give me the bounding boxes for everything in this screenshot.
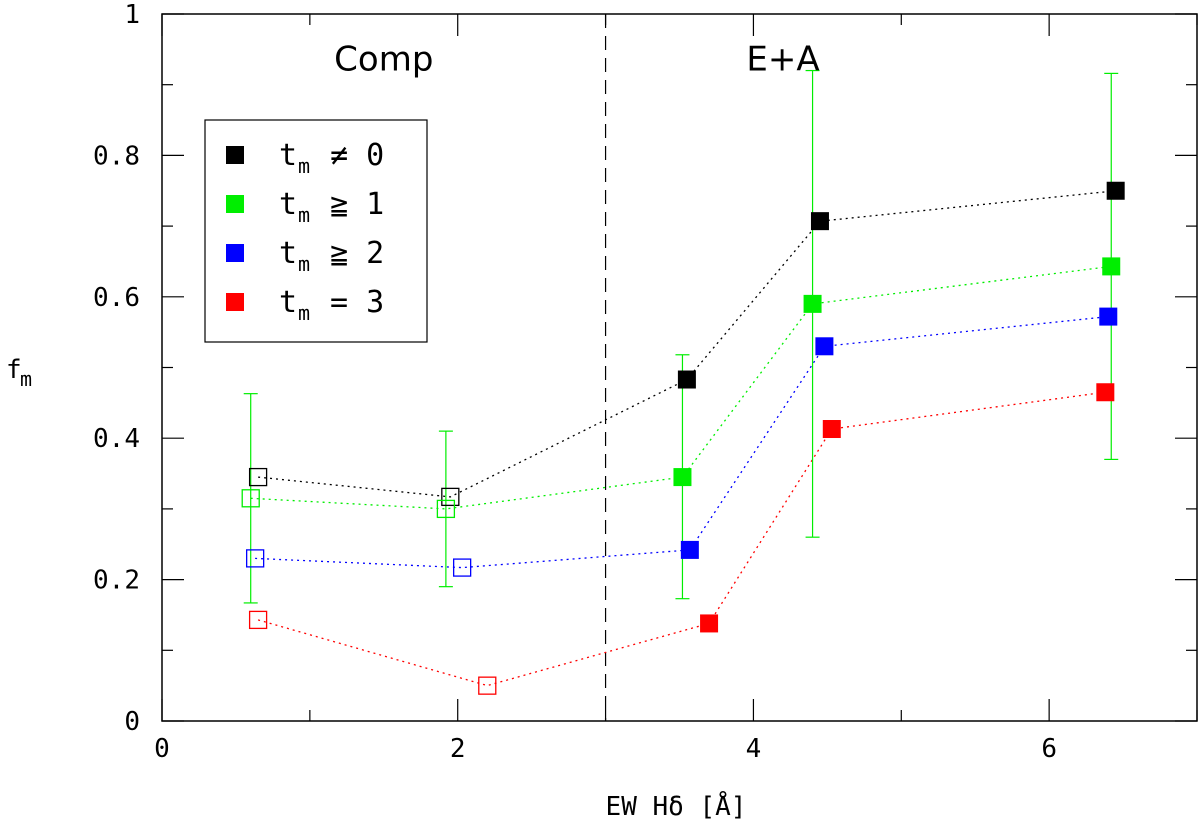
- legend-label: t: [279, 285, 297, 320]
- data-point: [680, 540, 699, 559]
- data-point: [248, 467, 268, 487]
- data-point: [241, 489, 260, 508]
- legend-label: t: [279, 187, 297, 222]
- y-tick-label: 0.2: [93, 566, 140, 596]
- data-point: [1106, 181, 1125, 200]
- y-tick-label: 0: [124, 707, 140, 737]
- x-tick-label: 4: [746, 734, 762, 764]
- y-tick-label: 1: [124, 0, 140, 30]
- data-point: [436, 499, 456, 519]
- series-line: [250, 265, 1112, 510]
- legend: t m ≠ 0t m ≧ 1t m ≧ 2t m = 3: [204, 119, 428, 343]
- data-point: [822, 420, 841, 439]
- data-point: [1096, 383, 1115, 402]
- data-point: [1099, 307, 1118, 326]
- legend-label: t: [279, 236, 297, 271]
- data-point: [673, 468, 692, 487]
- legend-marker: [226, 195, 244, 213]
- legend-label-rel: ≧ 2: [330, 236, 384, 271]
- y-tick-label: 0.6: [93, 283, 140, 313]
- legend-label-rel: = 3: [330, 285, 384, 320]
- data-points: [241, 181, 1125, 695]
- series-line: [255, 315, 1109, 569]
- series-line: [257, 391, 1106, 687]
- axis-ticks: [161, 13, 1198, 722]
- data-point: [452, 558, 472, 577]
- legend-label-sub: m: [298, 252, 310, 276]
- legend-marker: [226, 146, 244, 164]
- legend-label-rel: ≠ 0: [330, 138, 384, 173]
- data-point: [803, 294, 822, 313]
- x-axis-title: EW Hδ [Å]: [606, 790, 747, 822]
- data-point: [441, 487, 460, 507]
- data-point: [245, 549, 265, 568]
- data-point: [677, 370, 696, 389]
- axis-tick-labels: 0 2 4 6 0 0.2 0.4 0.6 0.8 1: [93, 0, 1057, 764]
- legend-marker: [226, 293, 244, 311]
- region-labels: Comp E+A: [334, 40, 819, 80]
- x-tick-label: 6: [1041, 734, 1057, 764]
- y-axis-title-sub: m: [20, 367, 32, 391]
- legend-label: t: [279, 138, 297, 173]
- legend-label-sub: m: [298, 154, 310, 178]
- data-point: [810, 212, 829, 231]
- data-point: [1102, 257, 1121, 276]
- region-label: E+A: [746, 40, 819, 80]
- data-point: [478, 676, 497, 695]
- legend-marker: [226, 244, 244, 262]
- legend-label-sub: m: [298, 203, 310, 227]
- y-axis-title: f: [6, 355, 22, 385]
- legend-label-sub: m: [298, 301, 310, 325]
- y-tick-label: 0.8: [93, 141, 140, 171]
- data-point: [815, 337, 834, 356]
- x-tick-label: 0: [154, 734, 170, 764]
- y-tick-label: 0.4: [93, 424, 140, 454]
- x-tick-label: 2: [450, 734, 466, 764]
- data-point: [700, 614, 719, 633]
- data-point: [248, 610, 268, 630]
- legend-label-rel: ≧ 1: [330, 187, 384, 222]
- region-label: Comp: [334, 40, 433, 80]
